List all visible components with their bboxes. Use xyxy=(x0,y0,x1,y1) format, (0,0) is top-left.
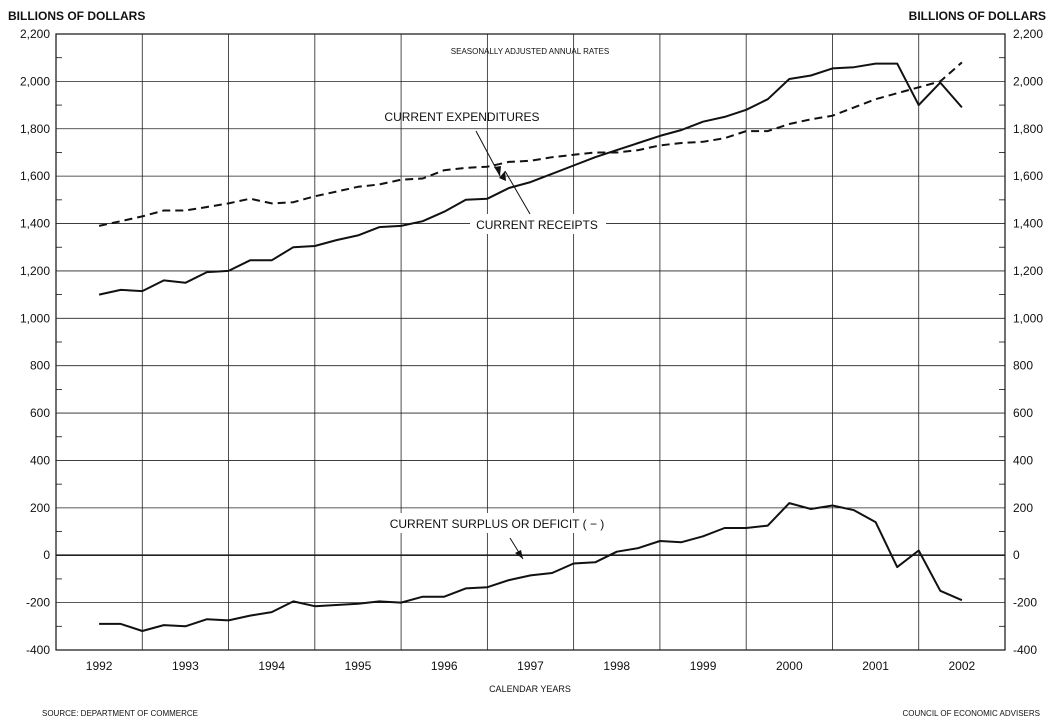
y-unit-left: BILLIONS OF DOLLARS xyxy=(8,9,145,23)
y-tick-label-left: 0 xyxy=(43,548,50,562)
tick-labels: -400 -400 -200 -200 0 0 200 200 400 400 600 600 800 8… xyxy=(20,27,1043,673)
x-tick-label: 1992 xyxy=(86,659,113,673)
x-tick-label: 1993 xyxy=(172,659,199,673)
source-note: SOURCE: DEPARTMENT OF COMMERCE xyxy=(42,709,198,718)
x-tick-label: 1998 xyxy=(603,659,630,673)
annotation-label-bg xyxy=(384,513,610,533)
x-tick-label: 1996 xyxy=(431,659,458,673)
y-tick-label-right: 800 xyxy=(1013,359,1033,373)
series-line-current-surplus-or-deficit xyxy=(99,502,963,632)
y-tick-label-right: 1,400 xyxy=(1013,217,1043,231)
y-tick-label-right: -400 xyxy=(1013,643,1037,657)
x-tick-label: 2000 xyxy=(776,659,803,673)
y-tick-label-left: -200 xyxy=(26,596,50,610)
annotation-current-surplus: CURRENT SURPLUS OR DEFICIT ( − ) xyxy=(390,517,605,531)
y-tick-label-right: 2,200 xyxy=(1013,27,1043,41)
credit-note: COUNCIL OF ECONOMIC ADVISERS xyxy=(903,709,1041,718)
y-tick-label-right: 600 xyxy=(1013,406,1033,420)
x-tick-label: 1997 xyxy=(517,659,544,673)
series-layer xyxy=(98,61,963,632)
y-tick-label-left: 1,600 xyxy=(20,169,50,183)
y-unit-right: BILLIONS OF DOLLARS xyxy=(909,9,1046,23)
series-line-current-receipts xyxy=(98,62,963,296)
y-tick-label-right: 400 xyxy=(1013,453,1033,467)
y-tick-label-right: 0 xyxy=(1013,548,1020,562)
x-tick-label: 1999 xyxy=(690,659,717,673)
x-tick-label: 2002 xyxy=(949,659,976,673)
annotation-pointer xyxy=(504,170,531,215)
annotation-current-expenditures: CURRENT EXPENDITURES xyxy=(384,110,539,124)
y-tick-label-left: 400 xyxy=(30,453,50,467)
y-tick-label-right: -200 xyxy=(1013,596,1037,610)
chart-subtitle: SEASONALLY ADJUSTED ANNUAL RATES xyxy=(451,47,609,56)
y-tick-label-left: 800 xyxy=(30,359,50,373)
x-tick-label: 1995 xyxy=(345,659,372,673)
y-tick-label-left: 2,200 xyxy=(20,27,50,41)
plot-frame xyxy=(55,33,1006,651)
y-tick-label-left: 1,800 xyxy=(20,122,50,136)
y-tick-label-right: 1,200 xyxy=(1013,264,1043,278)
y-tick-label-left: 1,200 xyxy=(20,264,50,278)
y-tick-label-right: 2,000 xyxy=(1013,74,1043,88)
y-tick-label-left: 1,000 xyxy=(20,311,50,325)
y-tick-label-right: 1,600 xyxy=(1013,169,1043,183)
y-tick-label-left: -400 xyxy=(26,643,50,657)
x-tick-label: 1994 xyxy=(258,659,285,673)
x-axis-label: CALENDAR YEARS xyxy=(489,684,571,694)
y-tick-label-left: 600 xyxy=(30,406,50,420)
series-line-current-expenditures xyxy=(98,61,963,227)
y-tick-label-right: 200 xyxy=(1013,501,1033,515)
y-tick-label-left: 200 xyxy=(30,501,50,515)
annotation-current-receipts: CURRENT RECEIPTS xyxy=(476,218,598,232)
x-tick-label: 2001 xyxy=(862,659,889,673)
y-tick-label-right: 1,800 xyxy=(1013,122,1043,136)
y-tick-label-left: 2,000 xyxy=(20,74,50,88)
annotation-arrowhead xyxy=(499,171,506,181)
y-tick-label-left: 1,400 xyxy=(20,217,50,231)
annotation-label-bg xyxy=(470,214,606,234)
grid xyxy=(55,33,1006,651)
annotation-arrowhead xyxy=(494,166,501,176)
annotation-arrowhead xyxy=(515,550,523,559)
y-tick-label-right: 1,000 xyxy=(1013,311,1043,325)
